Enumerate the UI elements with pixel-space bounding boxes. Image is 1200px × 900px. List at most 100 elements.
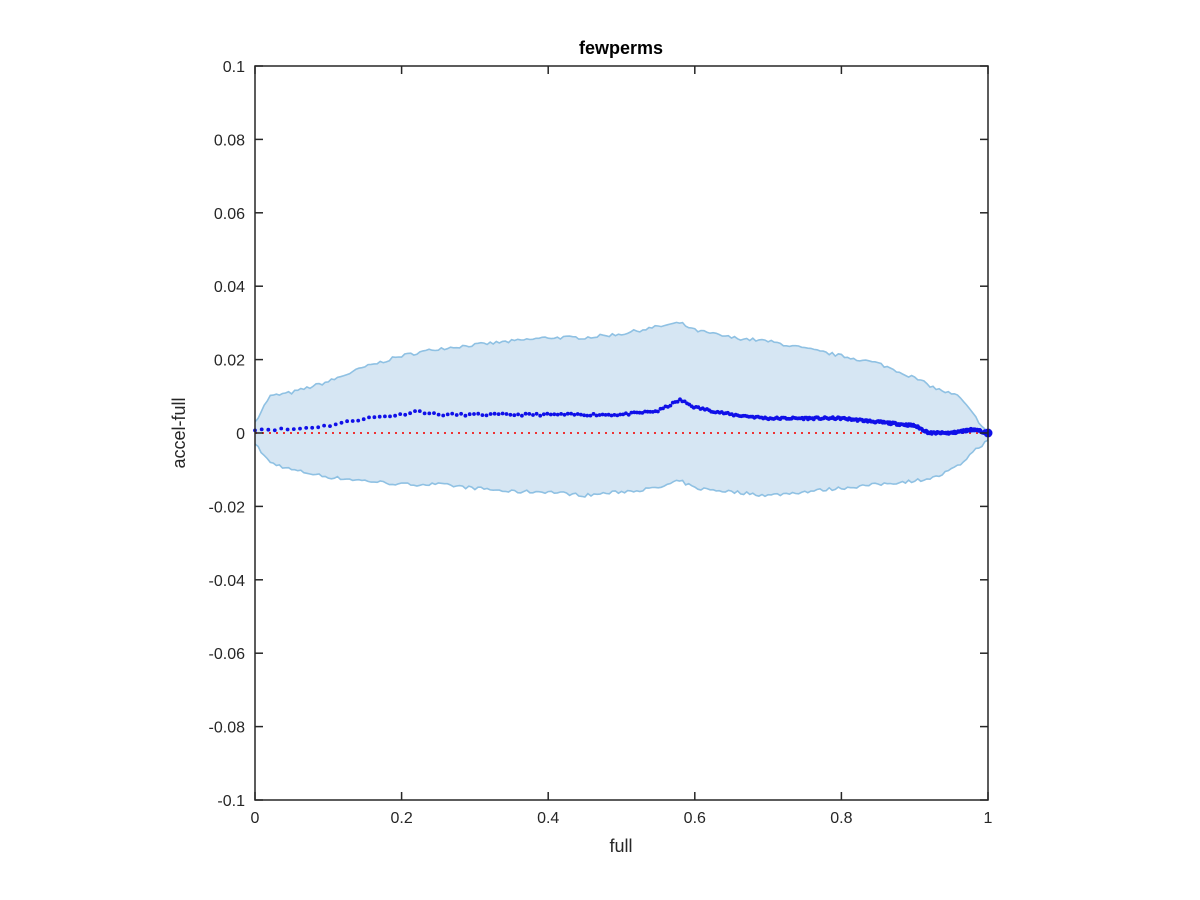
series-point-26: [403, 412, 408, 417]
series-point-9: [310, 425, 315, 430]
band-lower-edge: [254, 439, 989, 498]
y-tick-label: 0: [236, 426, 245, 443]
tick-labels: 0 0.2 0.4 0.6 0.8 1 0.1 0.08 0.06 0.04 0.02 0 -0.02 -…: [209, 59, 993, 827]
series-point-89: [635, 410, 639, 415]
series-point-38: [459, 411, 463, 416]
series-point-47: [496, 412, 501, 416]
y-tick-label: -0.04: [209, 573, 246, 590]
band-fill: [255, 322, 988, 497]
series-point-36: [450, 411, 455, 416]
series-point-65: [562, 412, 567, 417]
series-point-80: [609, 413, 614, 418]
series-point-62: [552, 412, 557, 417]
series-point-50: [508, 412, 513, 417]
y-tick-label: -0.02: [209, 499, 246, 516]
series-point-43: [480, 413, 485, 417]
series-point-56: [531, 413, 535, 417]
series-point-75: [594, 413, 599, 418]
series-point-105: [675, 399, 680, 404]
series-point-90: [637, 410, 642, 415]
series-point-39: [463, 413, 468, 418]
series-point-78: [603, 413, 608, 417]
series-point-37: [454, 413, 459, 417]
series-point-34: [441, 413, 446, 418]
series-point-52: [516, 412, 520, 417]
series-point-13: [333, 422, 338, 427]
series-point-77: [600, 412, 605, 417]
y-tick-label: -0.06: [209, 646, 246, 663]
series-point-44: [484, 413, 489, 418]
series-point-2: [266, 427, 271, 432]
series-point-16: [350, 419, 355, 423]
x-tick-label: 0.8: [830, 810, 852, 827]
series-point-86: [626, 412, 631, 417]
series-point-7: [298, 426, 302, 431]
y-tick-label: 0.1: [223, 59, 245, 76]
series-point-53: [520, 413, 524, 418]
series-point-46: [492, 411, 497, 416]
series-point-54: [523, 411, 528, 416]
y-tick-label: 0.02: [214, 353, 245, 370]
series-point-83: [618, 412, 623, 417]
axes: [254, 65, 989, 801]
series-point-18: [361, 417, 366, 422]
y-tick-label: 0.08: [214, 132, 245, 149]
series-point-58: [538, 413, 543, 418]
band-upper-edge: [254, 321, 989, 434]
series-point-87: [629, 410, 634, 415]
series-point-19: [367, 415, 371, 420]
series-point-10: [316, 425, 321, 430]
series-markers: [253, 397, 993, 438]
series-point-67: [569, 411, 573, 416]
series-point-15: [345, 419, 349, 424]
series-point-1: [259, 427, 264, 432]
series-point-76: [597, 413, 602, 417]
series-point-40: [467, 412, 472, 417]
series-point-29: [417, 409, 422, 413]
series-point-73: [588, 413, 593, 418]
series-point-64: [559, 412, 563, 416]
series-point-60: [545, 411, 550, 416]
series-point-4: [279, 426, 284, 431]
x-tick-label: 0.2: [390, 810, 412, 827]
series-point-5: [285, 427, 290, 432]
series-point-17: [356, 418, 361, 423]
y-tick-label: 0.04: [214, 279, 245, 296]
x-tick-label: 1: [984, 810, 993, 827]
x-tick-label: 0.6: [684, 810, 706, 827]
series-point-23: [388, 414, 392, 419]
series-point-49: [504, 412, 509, 416]
x-tick-label: 0: [251, 810, 260, 827]
series-point-35: [445, 412, 450, 417]
series-point-88: [632, 410, 637, 415]
series-point-57: [534, 411, 539, 416]
series-point-11: [322, 423, 326, 428]
series-point-97: [656, 409, 660, 414]
series-point-3: [272, 428, 277, 433]
series-point-21: [377, 414, 382, 419]
series-point-24: [393, 413, 397, 418]
series-point-42: [476, 411, 481, 416]
series-point-6: [291, 427, 296, 431]
series-point-25: [398, 412, 403, 416]
series-point-20: [372, 415, 377, 420]
series-point-72: [585, 413, 590, 418]
y-tick-label: -0.1: [217, 793, 245, 810]
series-point-22: [383, 414, 387, 419]
series-point-31: [427, 411, 432, 416]
y-tick-label: 0.06: [214, 206, 245, 223]
series-point-28: [413, 409, 417, 413]
series-point-33: [436, 412, 441, 417]
series-point-81: [612, 413, 617, 417]
series-point-82: [615, 413, 620, 418]
series-point-85: [624, 411, 628, 416]
series-point-68: [572, 412, 577, 417]
series-point-70: [579, 412, 583, 417]
series-point-30: [422, 411, 427, 416]
series-point-63: [555, 412, 560, 417]
series-point-61: [548, 412, 553, 417]
series-point-66: [565, 411, 570, 416]
series-point-41: [472, 412, 476, 416]
series-point-74: [591, 412, 596, 416]
